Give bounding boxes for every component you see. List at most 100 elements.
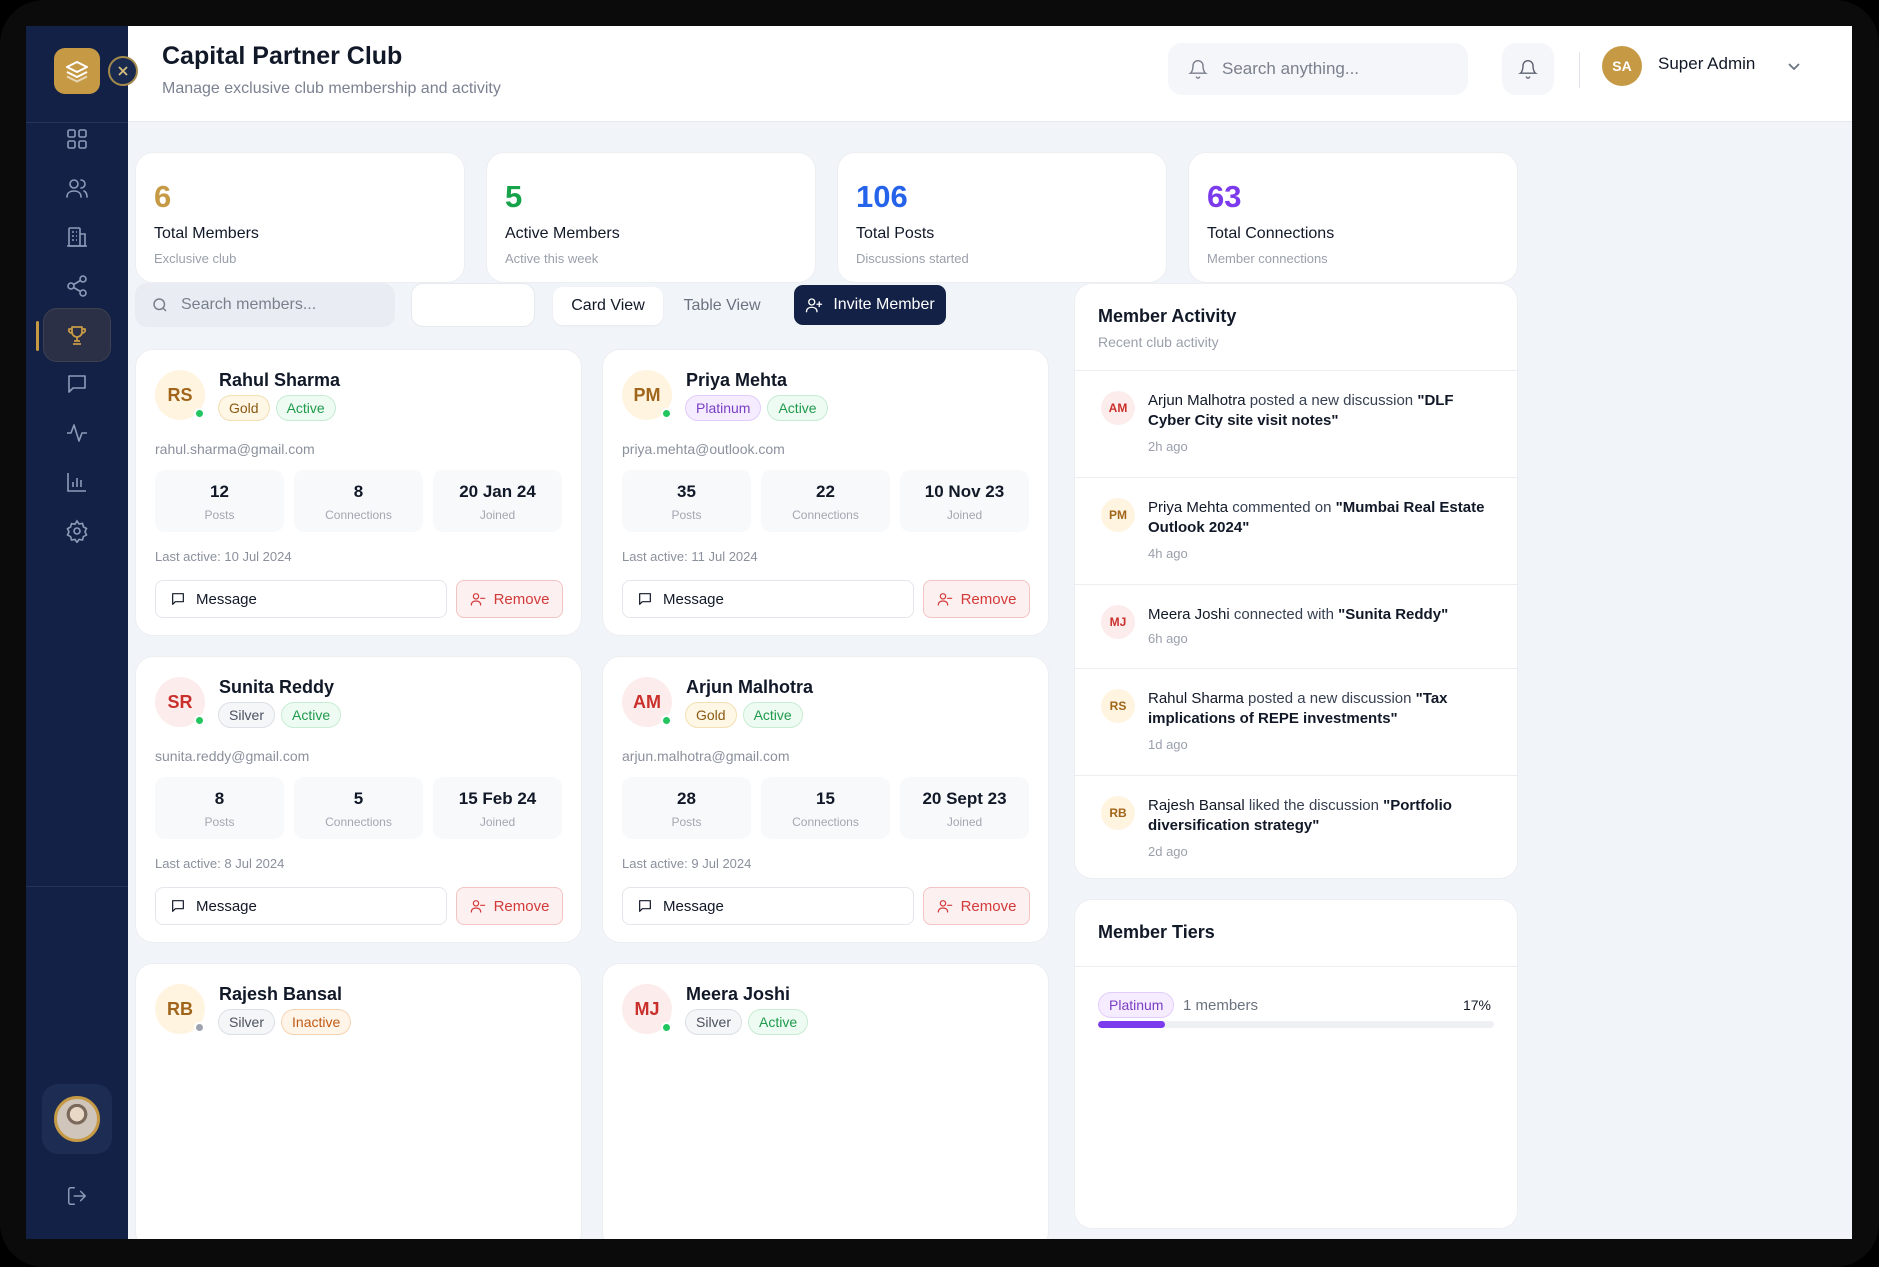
last-active: Last active: 11 Jul 2024 [622, 549, 758, 564]
message-label: Message [663, 590, 724, 608]
member-tiers-panel: Member Tiers Platinum 1 members 17% [1074, 899, 1518, 1229]
remove-button[interactable]: Remove [923, 887, 1030, 925]
sidebar-item-settings[interactable] [43, 504, 111, 558]
message-button[interactable]: Message [155, 887, 447, 925]
logout-button[interactable] [59, 1178, 95, 1214]
table-view-toggle[interactable]: Table View [683, 297, 761, 314]
stat-label: Total Posts [856, 225, 935, 242]
activity-item[interactable]: PM Priya Mehta commented on "Mumbai Real… [1075, 477, 1517, 584]
sidebar-item-analytics[interactable] [43, 455, 111, 509]
sidebar-item-club[interactable] [36, 308, 111, 362]
page-title: Capital Partner Club [162, 42, 403, 70]
activity-action: posted a new discussion [1243, 690, 1416, 707]
remove-button[interactable]: Remove [456, 580, 563, 618]
connections-stat: 8 Connections [294, 470, 423, 532]
connections-value: 8 [353, 482, 364, 501]
connections-stat: 5 Connections [294, 777, 423, 839]
stat-card-total-posts: 106 Total Posts Discussions started [837, 152, 1167, 283]
notifications-button[interactable] [1502, 43, 1554, 95]
member-name: Arjun Malhotra [686, 677, 814, 697]
card-view-toggle[interactable]: Card View [553, 287, 663, 325]
member-name: Priya Mehta [686, 370, 788, 390]
message-button[interactable]: Message [155, 580, 447, 618]
activity-icon [67, 424, 87, 442]
joined-value: 15 Feb 24 [458, 789, 537, 808]
page-subtitle: Manage exclusive club membership and act… [162, 80, 501, 97]
sidebar-collapse-button[interactable] [108, 56, 138, 86]
activity-actor: Rajesh Bansal [1148, 797, 1245, 814]
remove-label: Remove [960, 590, 1017, 608]
member-activity-panel: Member Activity Recent club activity AM … [1074, 283, 1518, 879]
connections-label: Connections [792, 815, 859, 829]
remove-button[interactable]: Remove [923, 580, 1030, 618]
stat-card-active-members: 5 Active Members Active this week [486, 152, 816, 283]
member-search-input[interactable]: Search members... [135, 283, 395, 327]
user-minus-icon [937, 593, 952, 606]
activity-item[interactable]: MJ Meera Joshi connected with "Sunita Re… [1075, 584, 1517, 668]
dashboard-icon [67, 129, 87, 149]
activity-item[interactable]: RS Rahul Sharma posted a new discussion … [1075, 668, 1517, 775]
filter-select[interactable] [411, 283, 535, 327]
sidebar-item-dashboard[interactable] [43, 112, 111, 166]
user-avatar[interactable]: SA [1602, 46, 1642, 86]
message-icon [172, 593, 184, 605]
status-badge: Active [275, 395, 336, 421]
status-dot [661, 1022, 672, 1033]
close-icon [118, 66, 128, 76]
member-email: sunita.reddy@gmail.com [155, 748, 310, 764]
posts-stat: 35 Posts [622, 470, 751, 532]
activity-time: 2d ago [1148, 844, 1188, 859]
sidebar-item-users[interactable] [43, 161, 111, 215]
message-button[interactable]: Message [622, 580, 914, 618]
activity-item[interactable]: AM Arjun Malhotra posted a new discussio… [1075, 370, 1517, 477]
activity-text: Rajesh Bansal liked the discussion "Port… [1148, 796, 1500, 836]
joined-label: Joined [946, 508, 983, 522]
invite-member-button[interactable]: Invite Member [794, 285, 946, 325]
profile-button[interactable] [42, 1084, 112, 1154]
sidebar [26, 26, 128, 1239]
posts-value: 28 [677, 789, 696, 808]
member-search-placeholder: Search members... [181, 296, 317, 313]
tier-progress-fill [1098, 1021, 1166, 1028]
tier-percent: 17% [1462, 997, 1491, 1013]
connections-value: 15 [816, 789, 835, 808]
member-name: Rajesh Bansal [219, 984, 343, 1004]
stat-sub: Exclusive club [154, 251, 237, 266]
joined-label: Joined [479, 815, 516, 829]
member-card: RB Rajesh Bansal Silver Inactive [135, 963, 582, 1239]
activity-time: 4h ago [1148, 546, 1188, 561]
activity-action: connected with [1229, 606, 1339, 623]
posts-label: Posts [671, 508, 702, 522]
member-card: RS Rahul Sharma Gold Active rahul.sharma… [135, 349, 582, 636]
activity-subtitle: Recent club activity [1098, 334, 1219, 350]
message-icon [639, 900, 651, 912]
bell-icon [1518, 60, 1538, 79]
user-name[interactable]: Super Admin [1658, 54, 1756, 73]
tier-count: 1 members [1183, 997, 1259, 1014]
message-label: Message [196, 590, 257, 608]
activity-item[interactable]: RB Rajesh Bansal liked the discussion "P… [1075, 775, 1517, 878]
remove-label: Remove [493, 897, 550, 915]
sidebar-item-activity[interactable] [43, 406, 111, 460]
message-button[interactable]: Message [622, 887, 914, 925]
message-icon [639, 593, 651, 605]
activity-text: Meera Joshi connected with "Sunita Reddy… [1148, 605, 1500, 625]
remove-button[interactable]: Remove [456, 887, 563, 925]
activity-avatar: RS [1101, 689, 1135, 723]
sidebar-item-properties[interactable] [43, 210, 111, 264]
joined-stat: 20 Sept 23 Joined [900, 777, 1029, 839]
sidebar-item-network[interactable] [43, 259, 111, 313]
global-search-input[interactable]: Search anything... [1168, 43, 1468, 95]
user-plus-icon [806, 298, 823, 313]
member-avatar: AM [622, 677, 672, 727]
activity-target: "Sunita Reddy" [1338, 606, 1449, 623]
member-email: priya.mehta@outlook.com [622, 441, 785, 457]
tier-badge: Platinum [685, 395, 762, 421]
chevron-down-icon[interactable] [1786, 58, 1802, 74]
sidebar-item-messages[interactable] [43, 357, 111, 411]
app-logo[interactable] [54, 48, 100, 94]
layers-icon [66, 61, 88, 83]
stat-label: Total Connections [1207, 225, 1335, 242]
activity-avatar: PM [1101, 498, 1135, 532]
